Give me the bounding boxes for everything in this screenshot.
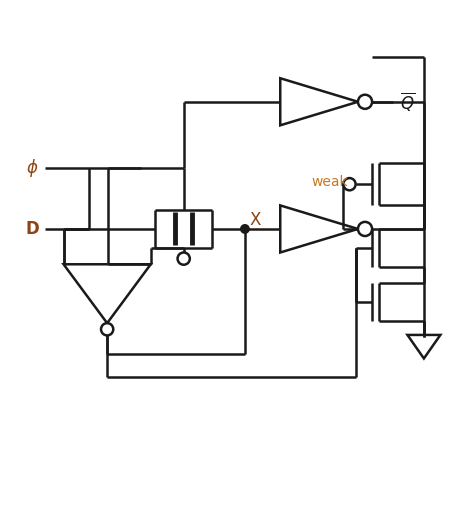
Circle shape <box>358 222 372 236</box>
Text: X: X <box>250 211 261 229</box>
Text: $\phi$: $\phi$ <box>26 157 38 179</box>
Circle shape <box>178 252 190 265</box>
Circle shape <box>241 225 249 233</box>
Text: $\overline{Q}$: $\overline{Q}$ <box>400 90 415 113</box>
Circle shape <box>343 178 356 190</box>
Circle shape <box>358 95 372 109</box>
Circle shape <box>101 323 114 335</box>
Text: weak: weak <box>311 175 348 189</box>
Text: D: D <box>26 220 40 238</box>
